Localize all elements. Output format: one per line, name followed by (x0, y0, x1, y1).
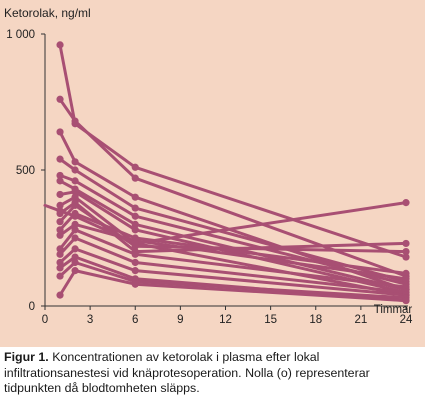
data-point (131, 239, 139, 248)
series-line (58, 97, 408, 278)
data-point (131, 267, 139, 275)
x-tick-label: 12 (219, 314, 232, 326)
data-point (56, 207, 64, 215)
data-point (131, 204, 139, 212)
data-point (56, 201, 64, 209)
y-tick-label: 0 (29, 301, 35, 313)
data-point (71, 117, 79, 125)
data-point (56, 258, 64, 267)
data-point (71, 177, 79, 185)
x-tick-label: 6 (132, 314, 138, 326)
data-point (56, 231, 64, 239)
y-tick-label: 500 (16, 165, 35, 177)
data-point (402, 199, 410, 207)
data-point (71, 253, 79, 261)
data-point (56, 155, 64, 163)
data-point (56, 218, 64, 226)
series-19 (43, 199, 410, 248)
series-13 (56, 226, 410, 291)
series-layer (43, 41, 410, 305)
data-point (402, 248, 410, 256)
caption-text: Koncentrationen av ketorolak i plasma ef… (4, 350, 370, 395)
data-point (71, 245, 79, 253)
series-line (58, 269, 408, 303)
data-point (56, 128, 64, 136)
data-point (56, 41, 64, 49)
data-point (131, 258, 139, 267)
series-line (58, 228, 408, 289)
data-point (71, 258, 79, 267)
data-point (71, 267, 79, 275)
figure-caption: Figur 1. Koncentrationen av ketorolak i … (4, 350, 422, 397)
series-line (58, 212, 408, 275)
series-line (58, 261, 408, 300)
data-point (131, 250, 139, 258)
data-point (402, 296, 410, 305)
data-point (56, 171, 64, 180)
x-tick-label: 15 (264, 314, 277, 326)
data-point (71, 201, 79, 209)
data-point (56, 177, 64, 185)
plot-panel: 0 3 6 9 12 15 18 21 24 0 500 1 000 Ketorolak, ng/ml… (0, 0, 425, 347)
data-point (131, 193, 139, 201)
data-point (56, 264, 64, 272)
y-axis-title: Ketorolak, ng/ml (4, 6, 91, 20)
data-point (56, 250, 64, 258)
series-line (58, 43, 408, 259)
data-point (131, 280, 139, 288)
data-point (56, 190, 64, 199)
data-point (71, 193, 79, 201)
x-axis-title: Timmar (374, 304, 413, 316)
data-point (402, 283, 410, 291)
x-tick-label: 0 (42, 314, 48, 326)
data-point (71, 188, 79, 196)
data-point (402, 269, 410, 277)
data-point (402, 239, 410, 248)
data-point (131, 174, 139, 182)
series-18 (56, 267, 410, 305)
series-line (58, 247, 408, 297)
data-point (402, 253, 410, 261)
series-line (58, 236, 408, 294)
x-tick-label: 3 (87, 314, 93, 326)
y-tick-label: 1 000 (6, 29, 35, 41)
data-point (56, 291, 64, 299)
caption-label: Figur 1. (4, 350, 49, 364)
series-line (58, 157, 408, 283)
data-point (402, 275, 410, 283)
x-tick-label: 24 (400, 314, 413, 326)
data-point (131, 226, 139, 234)
data-point (71, 212, 79, 220)
data-point (71, 158, 79, 166)
x-tick-label: 9 (177, 314, 183, 326)
data-point (131, 212, 139, 220)
axes: 0 3 6 9 12 15 18 21 24 0 500 1 000 (6, 29, 413, 326)
x-tick-label: 18 (309, 314, 322, 326)
data-point (56, 95, 64, 103)
data-point (56, 226, 64, 234)
series-line (58, 222, 408, 281)
data-point (71, 166, 79, 174)
data-point (131, 163, 139, 171)
data-point (71, 220, 79, 228)
data-point (56, 272, 64, 280)
data-point (71, 226, 79, 234)
x-tick-label: 21 (354, 314, 367, 326)
ketorolac-line-chart: 0 3 6 9 12 15 18 21 24 0 500 1 000 Ketorolak, ng/ml… (4, 6, 413, 326)
data-point (71, 234, 79, 242)
data-point (131, 220, 139, 228)
